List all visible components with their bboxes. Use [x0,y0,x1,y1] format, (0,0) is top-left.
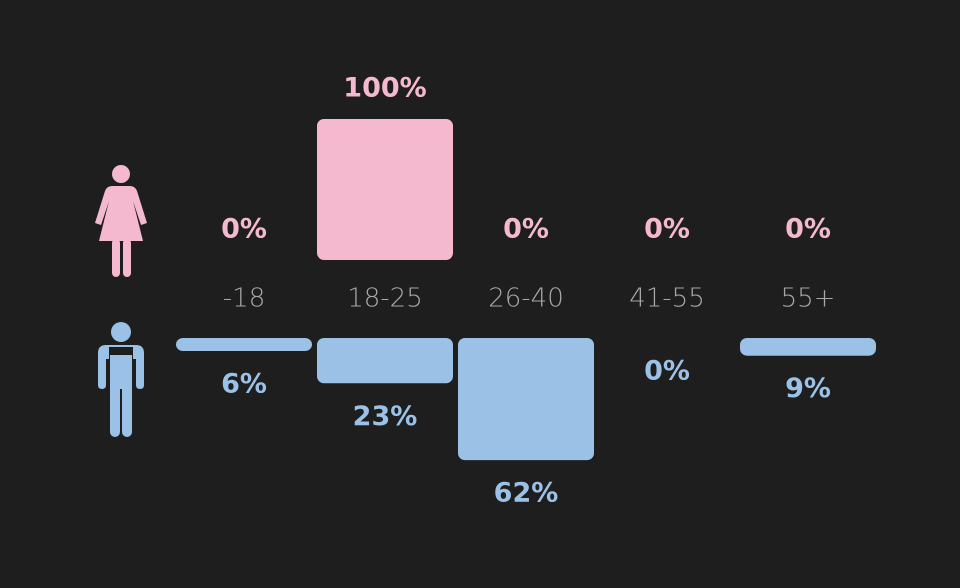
male-icon [98,322,144,437]
bar [176,338,312,351]
bar [317,119,453,260]
value-label: 0% [644,356,690,387]
value-label: 0% [221,214,267,245]
value-label: 62% [494,478,559,509]
value-label: 6% [221,369,267,400]
category-label: 55+ [781,284,836,314]
category-label: 18-25 [347,284,423,314]
value-label: 0% [785,214,831,245]
value-label: 23% [353,401,418,432]
category-label: -18 [223,284,265,314]
category-label: 26-40 [488,284,564,314]
bar [317,338,453,384]
category-label: 41-55 [629,284,705,314]
value-label: 0% [644,214,690,245]
value-label: 0% [503,214,549,245]
bar [458,338,594,461]
bar [740,338,876,356]
female-icon [95,165,147,277]
value-label: 9% [785,373,831,404]
value-label: 100% [343,73,426,104]
